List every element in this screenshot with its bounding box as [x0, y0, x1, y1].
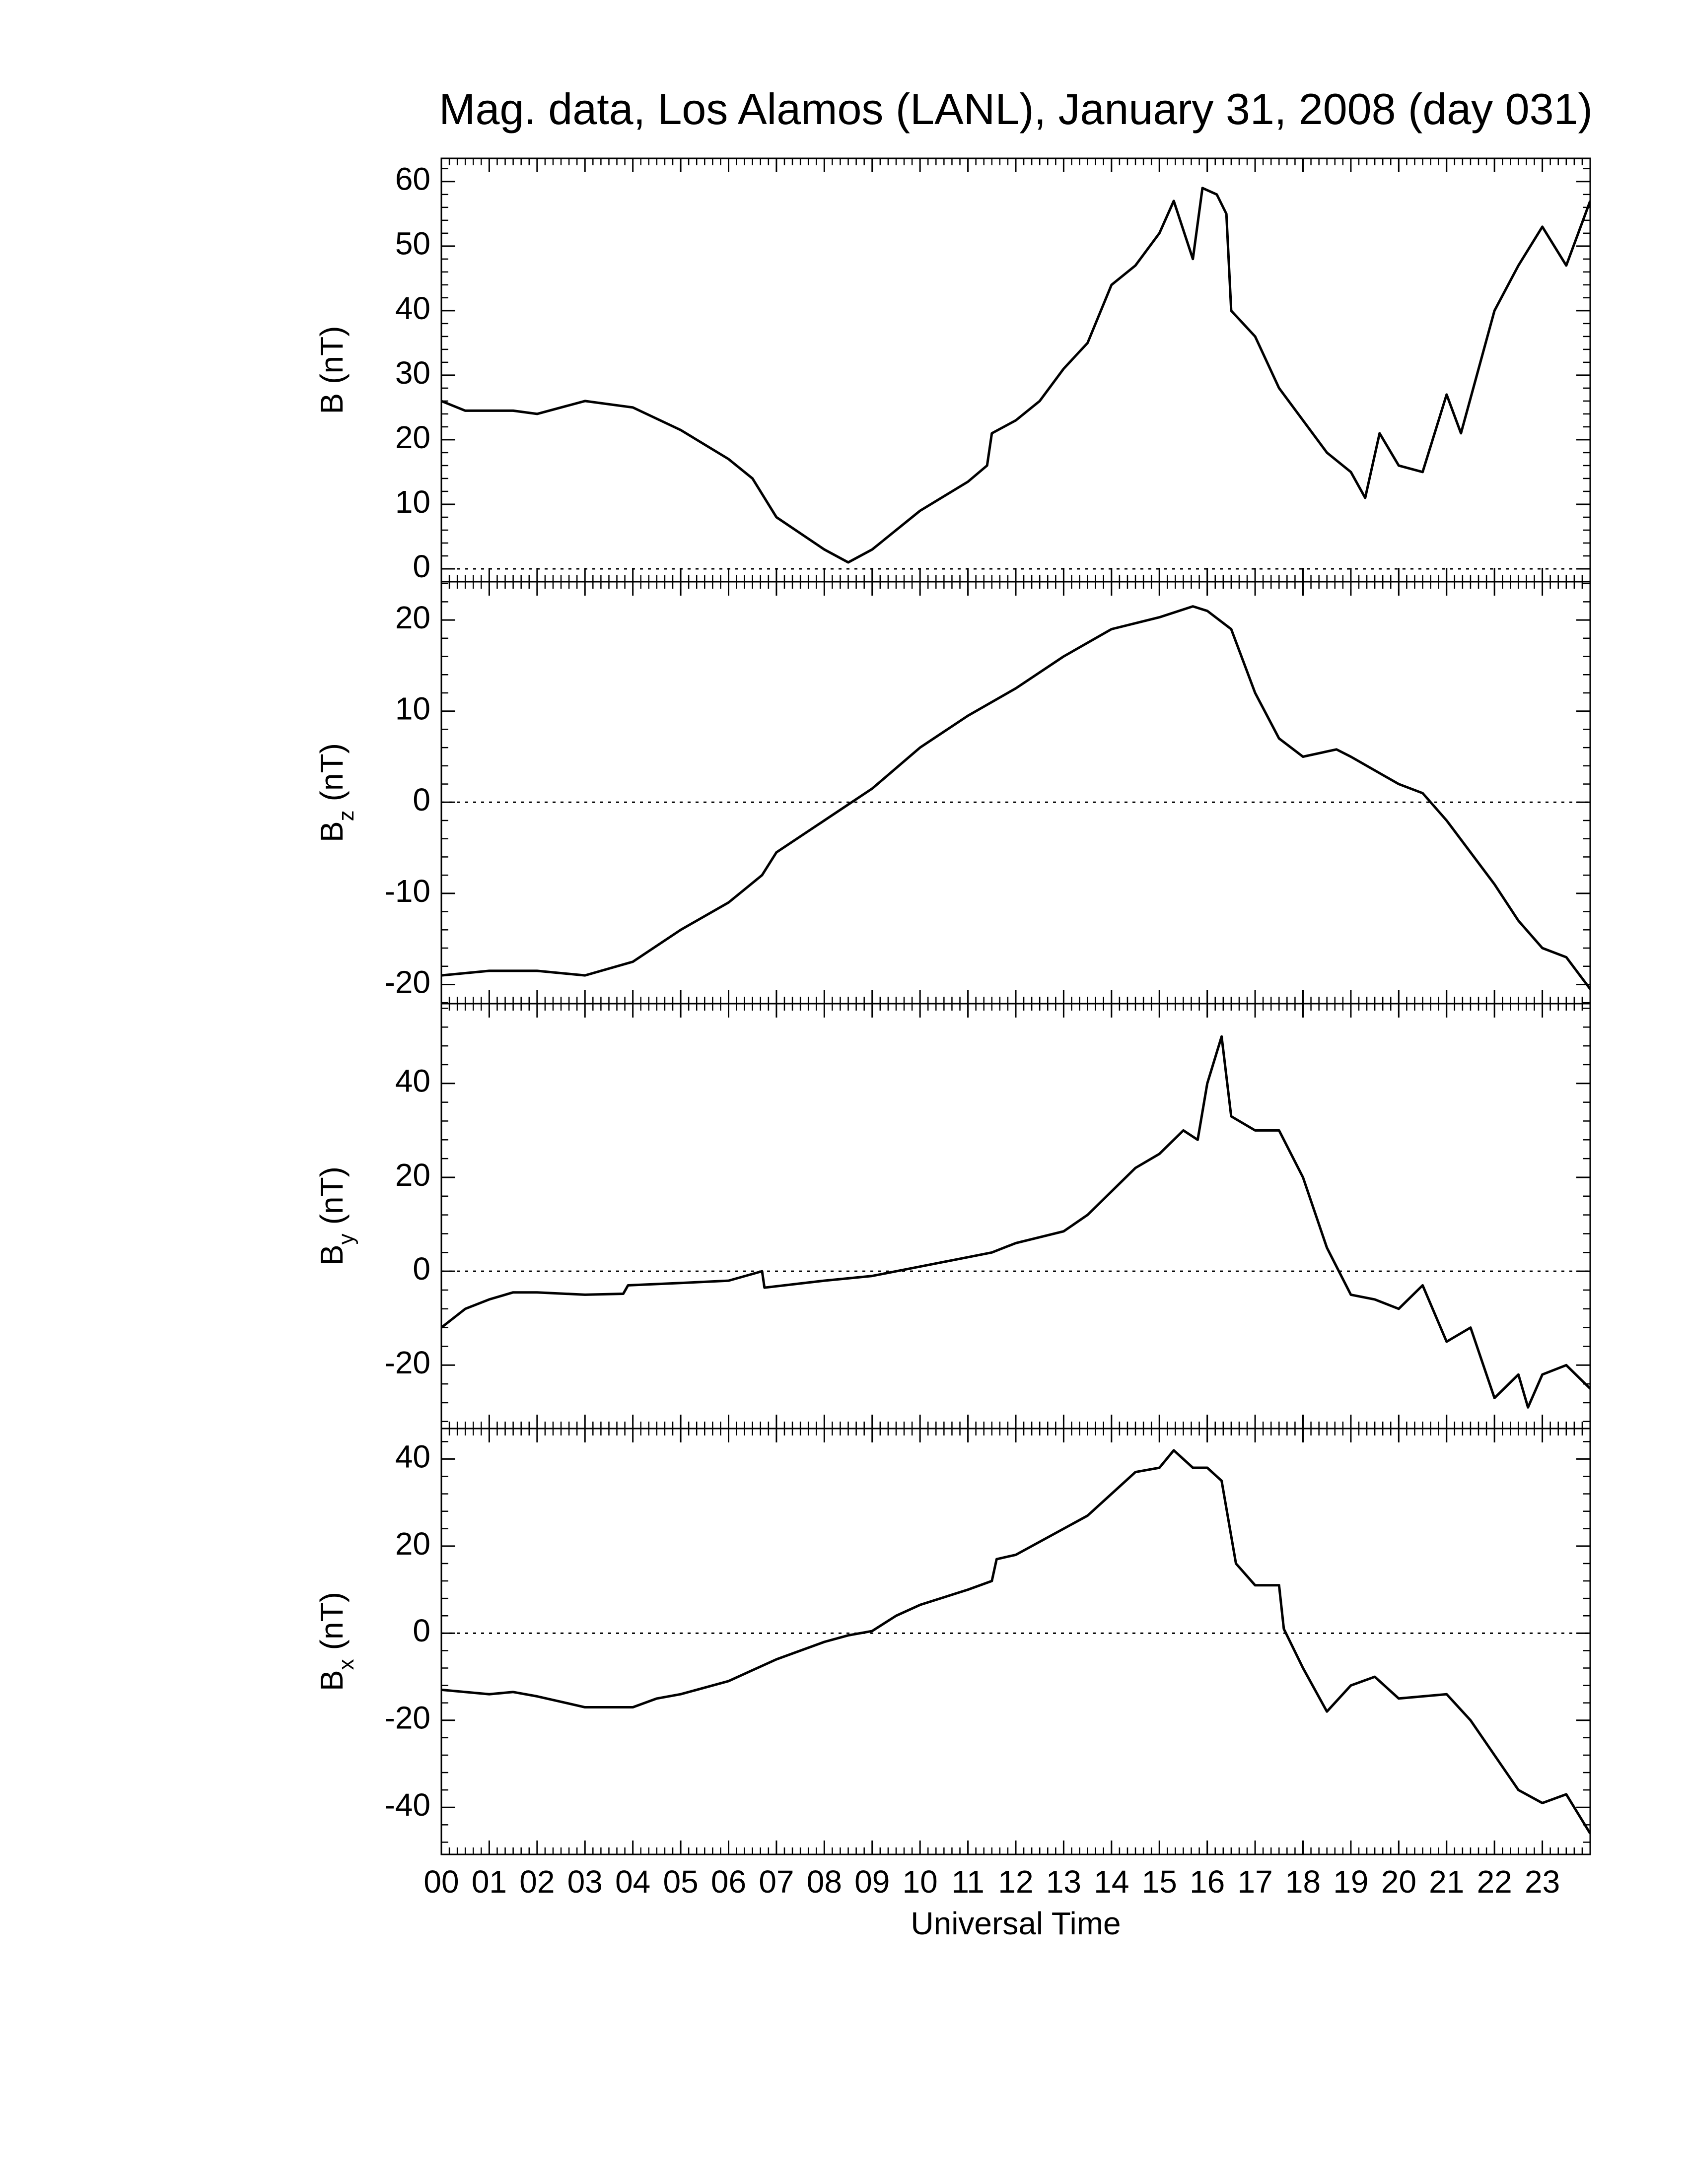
x-tick-label: 15 — [1142, 1864, 1177, 1900]
y-label-base: B — [314, 1244, 350, 1266]
y-tick-label: 40 — [395, 1438, 430, 1474]
y-label-base: B — [314, 393, 350, 414]
x-tick-label: 20 — [1381, 1864, 1416, 1900]
y-label-base: B — [314, 821, 350, 842]
x-tick-label: 21 — [1429, 1864, 1464, 1900]
y-axis-label: Bx (nT) — [314, 1592, 358, 1691]
x-tick-label: 08 — [807, 1864, 842, 1900]
x-tick-label: 03 — [567, 1864, 603, 1900]
y-tick-label: 0 — [413, 1613, 430, 1648]
y-tick-label: 60 — [395, 161, 430, 197]
x-tick-label: 16 — [1190, 1864, 1225, 1900]
y-tick-label: 40 — [395, 1063, 430, 1099]
y-axis-label: Bz (nT) — [314, 743, 358, 842]
y-tick-label: -40 — [385, 1787, 431, 1823]
y-axis-label: By (nT) — [314, 1166, 358, 1266]
y-tick-label: 20 — [395, 419, 430, 455]
x-tick-label: 05 — [663, 1864, 698, 1900]
x-tick-label: 01 — [472, 1864, 507, 1900]
y-axis-label: B (nT) — [314, 326, 350, 414]
y-label-base: B — [314, 1670, 350, 1691]
x-tick-label: 11 — [951, 1864, 984, 1900]
y-label-unit: (nT) — [314, 1592, 350, 1650]
y-tick-label: 30 — [395, 355, 430, 391]
y-tick-label: 20 — [395, 1157, 430, 1193]
x-tick-label: 02 — [519, 1864, 555, 1900]
x-tick-label: 19 — [1333, 1864, 1368, 1900]
x-tick-label: 13 — [1046, 1864, 1081, 1900]
x-tick-label: 06 — [711, 1864, 746, 1900]
x-tick-label: 18 — [1285, 1864, 1321, 1900]
x-tick-label: 14 — [1094, 1864, 1129, 1900]
x-tick-label: 17 — [1237, 1864, 1272, 1900]
x-axis-label: Universal Time — [911, 1906, 1121, 1941]
data-line — [441, 1449, 1590, 1835]
y-tick-label: -20 — [385, 1700, 431, 1736]
x-tick-label: 00 — [423, 1864, 459, 1900]
x-tick-label: 07 — [759, 1864, 794, 1900]
y-tick-label: 40 — [395, 290, 430, 326]
chart-title: Mag. data, Los Alamos (LANL), January 31… — [439, 84, 1593, 134]
data-line — [441, 187, 1590, 564]
y-tick-label: 20 — [395, 1526, 430, 1562]
y-tick-label: 0 — [413, 548, 430, 584]
y-tick-label: 20 — [395, 600, 430, 635]
y-tick-label: 10 — [395, 691, 430, 727]
x-tick-label: 12 — [998, 1864, 1033, 1900]
x-tick-label: 23 — [1525, 1864, 1560, 1900]
x-tick-label: 09 — [854, 1864, 890, 1900]
x-tick-label: 22 — [1477, 1864, 1512, 1900]
y-label-unit: (nT) — [314, 326, 350, 384]
plot-frame — [440, 1428, 1591, 1855]
y-label-unit: (nT) — [314, 1166, 350, 1225]
y-label-unit: (nT) — [314, 743, 350, 801]
y-tick-label: 0 — [413, 1251, 430, 1287]
x-tick-label: 04 — [615, 1864, 650, 1900]
y-tick-label: -20 — [385, 964, 431, 1000]
x-tick-label: 10 — [903, 1864, 938, 1900]
y-label-sub: z — [334, 810, 358, 821]
y-tick-label: 50 — [395, 226, 430, 262]
y-label-sub: y — [334, 1233, 358, 1244]
y-tick-label: 10 — [395, 484, 430, 520]
data-line — [441, 1035, 1590, 1409]
y-tick-label: -10 — [385, 873, 431, 909]
y-label-sub: x — [334, 1659, 358, 1670]
y-tick-label: 0 — [413, 782, 430, 818]
data-line — [441, 605, 1590, 990]
y-tick-label: -20 — [385, 1345, 431, 1380]
